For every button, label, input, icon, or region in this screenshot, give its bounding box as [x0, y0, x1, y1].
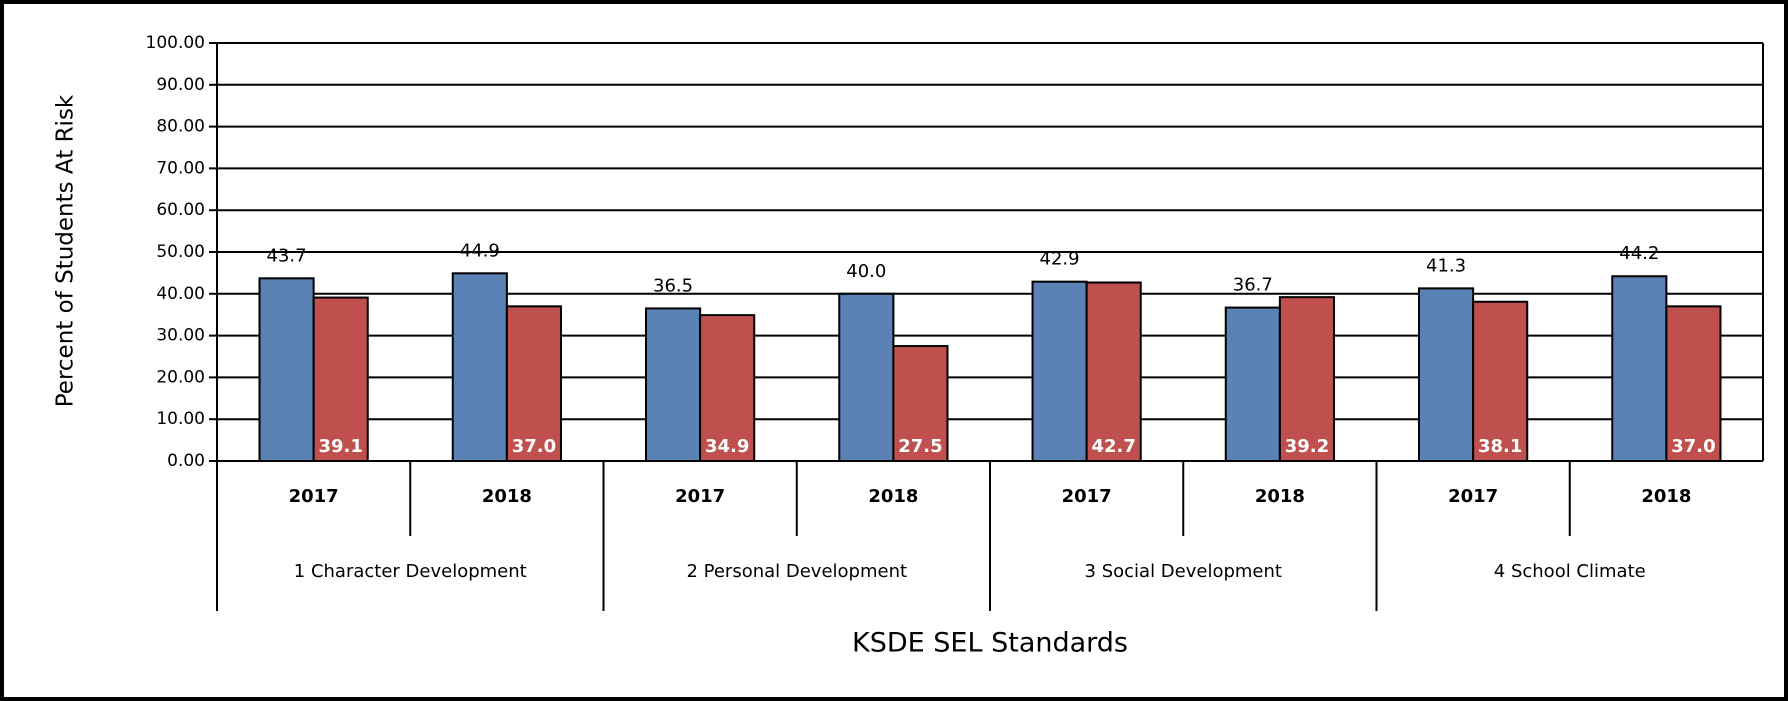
x-tick-label: 2018: [482, 486, 532, 507]
x-tick-label: 2018: [1255, 486, 1305, 507]
y-tick-label: 90.00: [156, 75, 205, 95]
y-tick-label: 0.00: [167, 451, 205, 471]
y-tick-label: 20.00: [156, 367, 205, 387]
bar: [1611, 275, 1668, 462]
group-label: 2 Personal Development: [686, 561, 907, 582]
bar: [1418, 287, 1475, 462]
x-axis-title: KSDE SEL Standards: [852, 628, 1128, 659]
bar: [1085, 281, 1142, 462]
data-label: 34.9: [705, 436, 749, 457]
y-tick-label: 50.00: [156, 242, 205, 262]
data-label: 39.2: [1285, 436, 1329, 457]
data-label: 44.2: [1619, 243, 1659, 264]
bar: [1278, 296, 1335, 463]
bar: [1665, 305, 1722, 462]
group-label: 1 Character Development: [294, 561, 527, 582]
bar: [451, 272, 508, 462]
data-label: 42.7: [1091, 436, 1135, 457]
x-tick-label: 2018: [1641, 486, 1691, 507]
x-tick-label: 2018: [868, 486, 918, 507]
group-label: 4 School Climate: [1494, 561, 1646, 582]
y-tick-label: 10.00: [156, 409, 205, 429]
data-label: 39.1: [318, 436, 362, 457]
x-tick-label: 2017: [289, 486, 339, 507]
bar: [312, 296, 369, 463]
bar: [258, 277, 315, 463]
bar: [1472, 300, 1529, 462]
bar: [505, 305, 562, 462]
bar: [1031, 280, 1088, 463]
bar: [1224, 306, 1281, 462]
group-label: 3 Social Development: [1085, 561, 1282, 582]
data-label: 27.5: [898, 436, 942, 457]
y-tick-label: 30.00: [156, 326, 205, 346]
y-axis-title: Percent of Students At Risk: [53, 94, 79, 407]
data-label: 44.9: [460, 240, 500, 261]
data-label: 40.0: [846, 261, 886, 282]
data-label: 42.9: [1040, 249, 1080, 270]
x-tick-label: 2017: [1448, 486, 1498, 507]
x-tick-label: 2017: [1062, 486, 1112, 507]
data-label: 38.1: [1478, 436, 1522, 457]
y-tick-label: 80.00: [156, 117, 205, 137]
data-label: 43.7: [267, 245, 307, 266]
bar: [699, 314, 756, 463]
bar: [645, 307, 702, 462]
data-label: 36.7: [1233, 275, 1273, 296]
x-tick-label: 2017: [675, 486, 725, 507]
y-tick-label: 40.00: [156, 284, 205, 304]
bar: [892, 345, 949, 462]
y-tick-label: 100.00: [146, 33, 205, 53]
data-label: 41.3: [1426, 255, 1466, 276]
bar: [838, 292, 895, 462]
y-tick-label: 70.00: [156, 158, 205, 178]
data-label: 37.0: [512, 436, 556, 457]
data-label: 36.5: [653, 275, 693, 296]
data-label: 37.0: [1671, 436, 1715, 457]
y-tick-label: 60.00: [156, 200, 205, 220]
